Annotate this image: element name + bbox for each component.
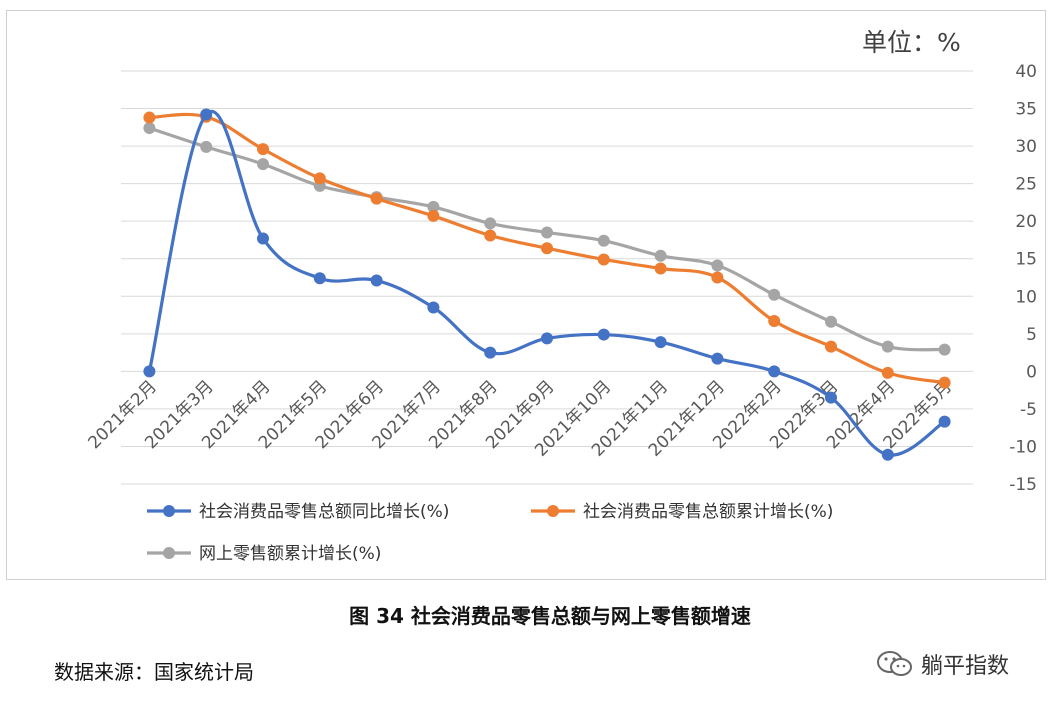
- y-tick-label: 10: [1015, 287, 1037, 307]
- legend-entry: 社会消费品零售总额累计增长(%): [531, 502, 833, 522]
- y-tick-label: 0: [1026, 362, 1037, 382]
- y-tick-label: 15: [1015, 250, 1037, 270]
- watermark: 躺平指数: [875, 648, 1009, 680]
- source-note: 数据来源：国家统计局: [54, 660, 254, 684]
- data-point: [484, 346, 497, 359]
- y-tick-label: 5: [1026, 325, 1037, 345]
- legend-swatch-marker: [163, 505, 175, 517]
- data-point: [825, 340, 837, 353]
- data-point: [597, 234, 610, 247]
- data-point: [541, 242, 553, 255]
- watermark-text: 躺平指数: [921, 654, 1010, 679]
- data-point: [484, 229, 497, 242]
- data-point: [143, 111, 156, 124]
- data-point: [541, 226, 553, 239]
- y-tick-label: 30: [1015, 137, 1037, 157]
- legend-swatch-marker: [163, 547, 175, 559]
- data-point: [313, 272, 326, 285]
- data-point: [427, 301, 440, 314]
- data-point: [768, 315, 781, 328]
- y-tick-label: 40: [1015, 62, 1037, 82]
- data-point: [654, 336, 667, 349]
- data-point: [938, 415, 951, 428]
- data-point: [654, 262, 667, 275]
- data-point: [768, 288, 781, 301]
- series-2: [143, 122, 951, 356]
- data-point: [825, 315, 837, 328]
- data-point: [711, 271, 724, 284]
- y-tick-label: 25: [1015, 175, 1037, 195]
- figure-caption: 图 34 社会消费品零售总额与网上零售额增速: [349, 604, 751, 628]
- y-tick-label: 35: [1015, 100, 1037, 120]
- data-point: [200, 140, 213, 153]
- data-point: [313, 172, 326, 185]
- data-point: [768, 365, 781, 378]
- legend-entry: 网上零售额累计增长(%): [147, 544, 381, 564]
- chart-frame: 40 35 30 25 20 15 10 5 0 -5 -10 -15 2021年2月 2021年3月 2…: [6, 10, 1046, 580]
- data-point: [881, 366, 894, 379]
- data-point: [825, 391, 837, 404]
- data-point: [654, 249, 667, 262]
- data-point: [711, 259, 724, 272]
- data-point: [541, 332, 553, 345]
- data-point: [427, 209, 440, 222]
- legend-entry: 社会消费品零售总额同比增长(%): [147, 502, 449, 522]
- data-point: [597, 328, 610, 341]
- data-point: [143, 122, 156, 135]
- data-point: [200, 108, 213, 121]
- data-point: [143, 365, 156, 378]
- data-point: [370, 274, 383, 287]
- y-tick-label: -5: [1020, 400, 1037, 420]
- data-point: [257, 232, 269, 245]
- data-point: [938, 343, 951, 356]
- legend-label: 社会消费品零售总额同比增长(%): [199, 502, 449, 522]
- data-point: [881, 340, 894, 353]
- series-1: [143, 110, 951, 389]
- data-point: [881, 448, 894, 461]
- data-point: [711, 352, 724, 365]
- series-0: [143, 108, 951, 461]
- y-tick-label: -15: [1009, 475, 1037, 495]
- data-point: [257, 158, 269, 171]
- data-point: [370, 192, 383, 205]
- y-tick-label: -10: [1009, 437, 1037, 457]
- data-point: [427, 200, 440, 213]
- series-line: [147, 109, 946, 457]
- data-point: [257, 143, 269, 156]
- data-point: [597, 253, 610, 266]
- legend-label: 网上零售额累计增长(%): [199, 544, 381, 564]
- y-tick-label: 20: [1015, 212, 1037, 232]
- data-point: [484, 217, 497, 230]
- wechat-icon: [877, 651, 912, 676]
- data-point: [938, 376, 951, 389]
- legend-swatch-marker: [547, 505, 559, 517]
- unit-label: 单位：%: [862, 28, 961, 57]
- legend-label: 社会消费品零售总额累计增长(%): [583, 502, 833, 522]
